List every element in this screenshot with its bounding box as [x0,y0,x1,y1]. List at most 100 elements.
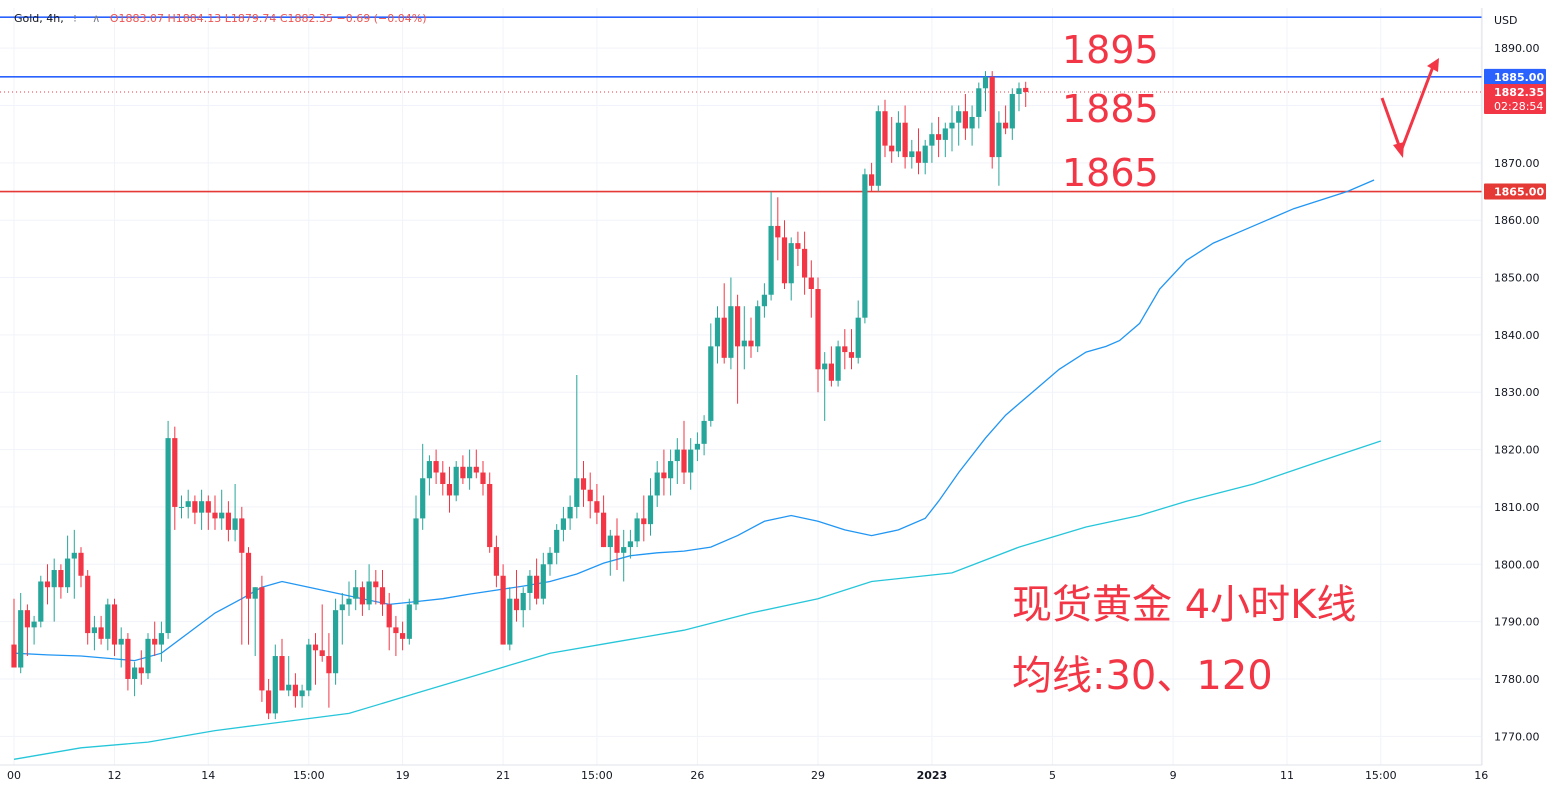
candles [11,71,1029,720]
candle-body [513,598,520,611]
candle-body [614,535,620,553]
candle-body [359,587,365,605]
time-tick-label: 5 [1049,769,1056,782]
candle-body [212,512,218,519]
candle-body [761,294,767,307]
candle-body [714,317,721,347]
candle-body [58,570,64,588]
candle-body [668,461,674,479]
time-tick-label: 15:00 [581,769,613,782]
candle-body [232,518,238,530]
candle-body [413,518,419,605]
candle-body [259,587,265,691]
candle-body [252,587,258,599]
candle-body [1009,94,1015,129]
candle-body [915,151,922,163]
candle-body [601,512,607,548]
candle-body [306,644,312,691]
candle-body [694,443,700,450]
time-tick-label: 15:00 [1365,769,1397,782]
ohlc-high: H1884.13 [167,12,222,25]
candle-body [366,581,372,605]
candle-body [433,461,439,473]
price-tick-label: 1830.00 [1494,386,1540,399]
candle-body [647,495,654,525]
candle-body [634,518,640,542]
ohlc-close: C1882.35 [279,12,334,25]
candle-body [681,449,687,473]
chart-caption-line1: 现货黄金 4小时K线 [1012,582,1356,628]
symbol-legend: Gold, 4h, ⁝ ∧ O1883.07 H1884.13 L1879.74… [14,12,427,25]
candle-body [962,111,968,129]
grid [0,8,1482,765]
ohlc-change: −0.69 (−0.04%) [336,12,427,25]
legend-arrow-icon[interactable]: ∧ [92,12,101,25]
candle-body [178,506,185,508]
candle-body [353,587,359,599]
candle-body [621,547,627,553]
price-tag-box [1484,84,1546,115]
candle-body [279,656,285,691]
candle-body [105,604,111,639]
candle-body [735,306,741,347]
time-tick-label: 9 [1170,769,1177,782]
time-tick-label: 14 [201,769,215,782]
candle-body [822,363,828,370]
candle-body [125,638,131,679]
price-tag-label: 1885.00 [1494,71,1544,84]
candle-body [540,564,546,599]
candle-body [272,656,278,714]
candle-body [386,604,392,628]
candle-body [775,225,781,238]
candle-body [580,478,587,490]
candle-body [688,449,694,473]
candle-body [748,340,754,347]
candle-body [875,111,881,186]
candle-body [500,575,506,645]
candle-body [909,151,915,158]
candle-body [534,575,540,599]
level-label-1865: 1865 [1062,151,1159,195]
candle-body [956,111,962,123]
price-tag-label: 1882.35 [1494,86,1544,99]
candle-body [480,472,486,484]
candle-body [989,76,995,158]
candle-body [138,667,144,674]
time-tick-label: 12 [108,769,122,782]
candle-body [460,466,466,479]
candle-body [473,466,479,473]
candle-body [185,501,191,507]
candle-body [292,684,298,697]
moving-averages [13,179,1382,760]
candle-body [895,122,901,152]
candle-body [71,552,77,559]
level-label-1895: 1895 [1062,28,1159,72]
price-tag-countdown: 02:28:54 [1494,100,1543,113]
candle-body [467,466,473,479]
candle-body [400,633,406,639]
candle-body [795,243,801,249]
candle-body [440,472,446,484]
candle-body [11,644,17,668]
candle-body [286,684,292,691]
time-tick-label: 19 [396,769,410,782]
price-tick-label: 1860.00 [1494,214,1540,227]
candle-body [835,346,841,381]
candle-body [192,501,198,513]
candle-body [594,501,600,513]
candle-body [936,134,942,140]
candle-body [333,610,339,674]
price-axis[interactable]: USD [1481,8,1518,765]
candle-body [982,76,989,89]
candle-body [641,518,647,525]
candle-body [446,483,453,496]
candle-body [78,552,84,576]
candle-body [788,243,794,284]
candle-body [768,225,774,295]
price-tick-label: 1800.00 [1494,558,1540,571]
candle-body [393,627,399,634]
price-tag-label: 1865.00 [1494,186,1544,199]
candle-body [38,581,44,622]
candle-body [996,122,1002,158]
